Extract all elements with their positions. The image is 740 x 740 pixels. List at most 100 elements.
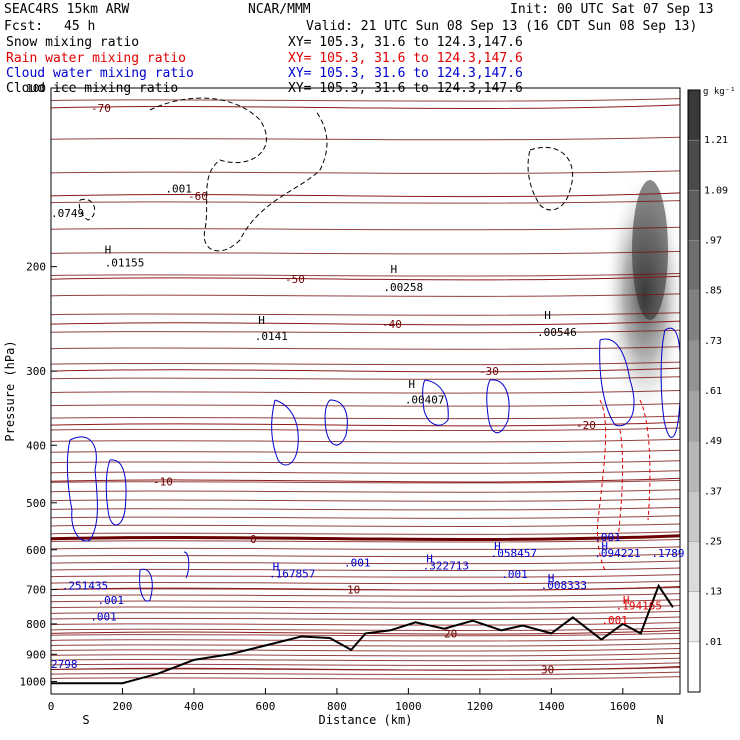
x-tick-label: 0 [48,700,55,713]
contour-annotation: .008333 [541,579,587,592]
model-name: SEAC4RS 15km ARW [4,2,130,17]
colorbar-bin [687,190,701,241]
isotherm-line [51,574,680,578]
contour-annotation: H [105,243,112,256]
contour-annotation: .194165 [616,599,662,612]
field-rain-label: Rain water mixing ratio [6,51,187,66]
isotherm-line [51,273,680,277]
contour-annotation: H [408,378,415,391]
isotherm-line [51,666,680,671]
isotherm-line [51,98,680,102]
cloud-water-contour [105,459,127,526]
isotherm-line [51,506,680,511]
colorbar-bin [687,491,701,542]
isotherm-line [51,643,680,647]
isotherm-line [51,652,680,657]
isotherm-line [51,449,680,454]
x-axis-start-label: S [82,713,89,727]
isotherm-line [51,629,680,635]
x-tick-label: 600 [255,700,275,713]
isotherm-line [51,427,680,432]
colorbar-bin [687,440,701,492]
isotherm-line [51,361,680,366]
cloud-water-contour [324,399,348,446]
y-tick-label: 1000 [20,675,47,688]
cloud-water-contour [271,399,299,466]
isotherm-line [51,538,680,543]
y-tick-label: 300 [26,365,46,378]
isotherm-line [51,657,680,662]
colorbar-label: .13 [704,587,722,598]
cloud-water-contour [486,379,510,433]
isotherm-line [51,170,680,174]
isotherm-line [51,671,680,676]
y-tick-label: 100 [26,82,46,95]
rain-water-contour [617,429,624,541]
field-cloudwater-xy: XY= 105.3, 31.6 to 124.3,147.6 [288,66,523,81]
x-tick-label: 1000 [395,700,422,713]
isotherm-line [51,320,680,326]
cloud-water-contour [660,327,680,438]
isotherm-line [51,515,680,519]
contour-annotation: .01155 [105,257,145,270]
isotherm-line [51,390,680,394]
colorbar-bin [687,290,701,342]
plot-frame [50,87,681,695]
colorbar-unit: g kg⁻¹ [703,87,736,97]
isotherm-label: -20 [576,419,596,432]
isotherm-line [51,610,680,615]
isotherm-line [51,662,680,666]
contour-annotation: H [623,594,630,607]
isotherm-line [51,346,680,350]
isotherm-label: 30 [541,664,554,677]
isotherm-label: -10 [153,475,173,488]
isotherm-line [51,622,680,626]
cloud-ice-contour [527,146,574,211]
terrain-line [51,583,674,685]
isotherm-line [51,599,680,603]
snow-shading-core [632,180,668,320]
isotherm-line [51,632,680,637]
colorbar-bin [687,340,701,392]
isotherm-line [51,403,680,407]
contour-annotation: .00546 [537,326,577,339]
contour-annotation: .001 [344,556,371,569]
contour-annotation: .1789 [651,547,684,560]
isotherm-label: 10 [347,584,360,597]
x-tick-label: 400 [184,700,204,713]
y-tick-label: 900 [26,648,46,661]
isotherm-line [51,648,680,652]
x-tick-label: 1400 [538,700,565,713]
contour-annotation: .0749 [51,207,84,220]
isotherm-line [51,367,680,373]
isotherm-line [51,376,680,380]
forecast-label: Fcst: [4,19,44,34]
forecast-hour: 45 h [64,19,96,34]
rain-water-contour [597,399,607,571]
field-snow-xy: XY= 105.3, 31.6 to 124.3,147.6 [288,35,523,50]
contour-annotation: .001 [165,182,192,195]
colorbar-label: .01 [704,637,722,648]
isotherm-label: -40 [382,318,402,331]
cloud-ice-contour [78,198,96,221]
y-axis-label: Pressure (hPa) [3,340,17,441]
isotherm-line [51,546,680,550]
isotherm-line [51,200,680,204]
isotherm-label: -70 [91,102,111,115]
isotherm-line [51,192,680,198]
isotherm-line [51,477,680,483]
cloud-water-contour [599,338,635,427]
x-tick-label: 1600 [610,700,637,713]
contour-annotation: .001 [97,594,124,607]
isotherm-line [51,523,680,527]
colorbar-frame [687,89,701,693]
contour-annotation: H [544,309,551,322]
y-tick-label: 600 [26,544,46,557]
isotherm-line [51,586,680,591]
isotherm-line [51,312,680,316]
colorbar-bin [687,591,701,643]
isotherm-line [51,593,680,597]
organization: NCAR/MMM [248,2,311,17]
colorbar-bin [687,240,701,291]
